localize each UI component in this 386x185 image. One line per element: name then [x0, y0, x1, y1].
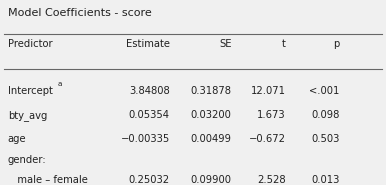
Text: Predictor: Predictor — [8, 39, 52, 49]
Text: 1.673: 1.673 — [257, 110, 286, 120]
Text: 2.528: 2.528 — [257, 175, 286, 185]
Text: 0.05354: 0.05354 — [129, 110, 170, 120]
Text: 0.09900: 0.09900 — [191, 175, 232, 185]
Text: p: p — [334, 39, 340, 49]
Text: male – female: male – female — [8, 175, 88, 185]
Text: age: age — [8, 134, 26, 144]
Text: 0.03200: 0.03200 — [191, 110, 232, 120]
Text: 3.84808: 3.84808 — [129, 86, 170, 96]
Text: Model Coefficients - score: Model Coefficients - score — [8, 8, 151, 18]
Text: Intercept: Intercept — [8, 86, 56, 96]
Text: 0.503: 0.503 — [311, 134, 340, 144]
Text: 0.31878: 0.31878 — [191, 86, 232, 96]
Text: bty_avg: bty_avg — [8, 110, 47, 121]
Text: 0.00499: 0.00499 — [191, 134, 232, 144]
Text: Estimate: Estimate — [126, 39, 170, 49]
Text: −0.672: −0.672 — [249, 134, 286, 144]
Text: 0.013: 0.013 — [311, 175, 340, 185]
Text: <.001: <.001 — [309, 86, 340, 96]
Text: 12.071: 12.071 — [251, 86, 286, 96]
Text: 0.25032: 0.25032 — [129, 175, 170, 185]
Text: −0.00335: −0.00335 — [120, 134, 170, 144]
Text: gender:: gender: — [8, 155, 46, 165]
Text: 0.098: 0.098 — [311, 110, 340, 120]
Text: t: t — [282, 39, 286, 49]
Text: a: a — [57, 81, 61, 87]
Text: SE: SE — [219, 39, 232, 49]
